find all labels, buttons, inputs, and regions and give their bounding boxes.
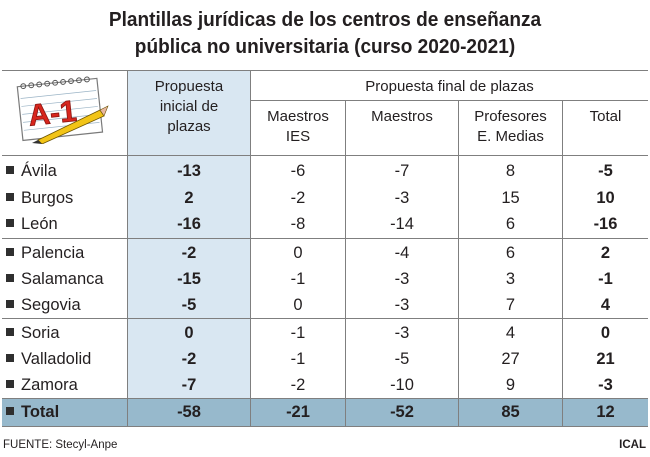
bullet-square-icon: [6, 274, 14, 282]
bullet-square-icon: [6, 328, 14, 336]
bullet-square-icon: [6, 380, 14, 388]
header-maestros-ies: Maestros IES: [267, 108, 329, 145]
rule-group-1: [2, 238, 648, 239]
rule-final-header: [250, 100, 648, 101]
total-value: 10: [596, 189, 615, 207]
col-rule-3: [345, 100, 346, 426]
total-value: 4: [600, 296, 611, 314]
initial-value: -7: [181, 376, 197, 394]
header-propuesta-final: Propuesta final de plazas: [365, 78, 534, 95]
maestros-value: -7: [394, 162, 410, 180]
province-name: León: [21, 215, 58, 233]
profesores-value: 8: [505, 162, 516, 180]
table-title: Plantillas jurídicas de los centros de e…: [23, 6, 628, 60]
maestros-ies-value: -6: [290, 162, 306, 180]
title-line-2: pública no universitaria (curso 2020-202…: [134, 35, 516, 58]
profesores-value: 9: [505, 376, 516, 394]
maestros-value: -3: [394, 296, 410, 314]
bullet-square-icon: [6, 354, 14, 362]
maestros-ies-value: -1: [290, 324, 306, 342]
maestros-ies-value: -2: [290, 376, 306, 394]
header-propuesta-inicial: Propuesta inicial de plazas: [154, 78, 224, 135]
col-rule-5: [562, 100, 563, 426]
maestros-ies-value: -1: [290, 350, 306, 368]
total-initial-value: -58: [177, 403, 201, 421]
maestros-value: -14: [390, 215, 414, 233]
bullet-square-icon: [6, 219, 14, 227]
initial-value: 0: [184, 324, 194, 342]
bullet-square-icon: [6, 248, 14, 256]
initial-proposal-column-bg: [127, 70, 250, 426]
total-row-bg: [2, 398, 648, 426]
profesores-value: 3: [505, 270, 516, 288]
maestros-ies-value: -2: [290, 189, 306, 207]
initial-value: -2: [181, 350, 197, 368]
maestros-value: -10: [390, 376, 414, 394]
total-value: 21: [596, 350, 615, 368]
initial-value: -15: [177, 270, 201, 288]
province-name: Salamanca: [21, 270, 104, 288]
notepad-pencil-logo: A-1: [16, 76, 109, 144]
total-value: -16: [593, 215, 618, 233]
province-name: Palencia: [21, 244, 85, 262]
bullet-square-icon: [6, 300, 14, 308]
province-name: Valladolid: [21, 350, 92, 368]
rule-top: [2, 70, 648, 71]
col-rule-4: [458, 100, 459, 426]
profesores-value: 6: [505, 244, 516, 262]
total-label: Total: [21, 403, 60, 421]
maestros-value: -3: [394, 189, 410, 207]
agency-credit: ICAL: [619, 439, 646, 451]
initial-value: -16: [177, 215, 201, 233]
maestros-value: -5: [394, 350, 410, 368]
total-value: -1: [598, 270, 613, 288]
profesores-value: 6: [505, 215, 516, 233]
rule-group-2: [2, 318, 648, 319]
province-name: Zamora: [21, 376, 78, 394]
header-total: Total: [589, 108, 622, 125]
source-note: FUENTE: Stecyl-Anpe: [3, 439, 118, 451]
total-value: 2: [600, 244, 611, 262]
province-name: Ávila: [21, 162, 57, 180]
total-maestros-value: -52: [390, 403, 414, 421]
initial-value: -5: [181, 296, 197, 314]
profesores-value: 27: [501, 350, 520, 368]
total-profesores-value: 85: [501, 403, 520, 421]
bullet-square-icon: [6, 166, 14, 174]
bullet-square-icon: [6, 407, 14, 415]
total-value: 0: [600, 324, 611, 342]
initial-value: -2: [181, 244, 197, 262]
pencil-icon: [32, 105, 109, 144]
rule-bottom: [2, 426, 648, 427]
col-rule-1: [127, 70, 128, 426]
title-line-1: Plantillas jurídicas de los centros de e…: [108, 8, 542, 31]
maestros-value: -3: [394, 324, 410, 342]
province-name: Burgos: [21, 189, 74, 207]
maestros-value: -3: [394, 270, 410, 288]
initial-value: 2: [184, 189, 194, 207]
col-rule-2: [250, 70, 251, 426]
profesores-value: 7: [505, 296, 516, 314]
header-profesores: Profesores E. Medias: [474, 108, 547, 145]
maestros-value: -4: [394, 244, 410, 262]
maestros-ies-value: 0: [293, 244, 303, 262]
bullet-square-icon: [6, 193, 14, 201]
total-total-value: 12: [596, 403, 615, 421]
initial-value: -13: [177, 162, 201, 180]
total-value: -5: [598, 162, 613, 180]
province-name: Soria: [21, 324, 60, 342]
rule-total-top: [2, 398, 648, 399]
maestros-ies-value: -8: [290, 215, 306, 233]
maestros-ies-value: 0: [293, 296, 303, 314]
total-value: -3: [598, 376, 613, 394]
header-maestros: Maestros: [371, 108, 433, 125]
maestros-ies-value: -1: [290, 270, 306, 288]
profesores-value: 15: [501, 189, 520, 207]
rule-header-bottom: [2, 155, 648, 156]
province-name: Segovia: [21, 296, 81, 314]
total-maestros-ies-value: -21: [286, 403, 310, 421]
profesores-value: 4: [505, 324, 516, 342]
